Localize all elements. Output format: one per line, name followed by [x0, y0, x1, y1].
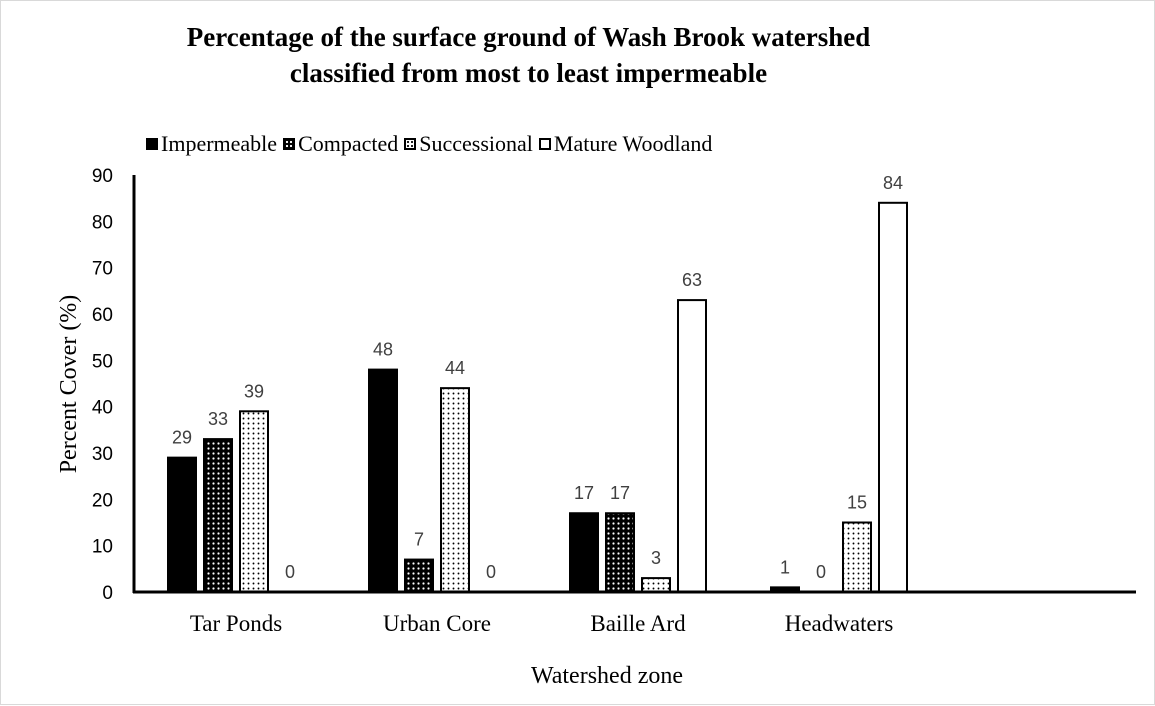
- legend-item-compacted: Compacted: [283, 131, 398, 157]
- y-tick-label-60: 60: [92, 305, 113, 326]
- legend-label-compacted: Compacted: [298, 131, 399, 156]
- legend-swatch-impermeable: [146, 138, 158, 150]
- data-label-urban-core-compacted: 7: [414, 530, 424, 550]
- y-tick-label-80: 80: [92, 212, 113, 233]
- y-tick-label-30: 30: [92, 444, 113, 465]
- data-label-baille-ard-compacted: 17: [610, 483, 630, 503]
- bar-baille-ard-successional: [641, 577, 671, 593]
- legend-item-mature-woodland: Mature Woodland: [538, 131, 713, 157]
- data-label-headwaters-successional: 15: [847, 493, 867, 513]
- bar-baille-ard-impermeable: [569, 512, 599, 594]
- bar-tar-ponds-compacted: [203, 438, 233, 593]
- y-tick-label-70: 70: [92, 259, 113, 280]
- legend-swatch-mature-woodland: [538, 138, 551, 150]
- y-axis-label: Percent Cover (%): [56, 295, 82, 474]
- bar-baille-ard-compacted: [605, 512, 635, 594]
- chart-title-line-1: Percentage of the surface ground of Wash…: [186, 22, 871, 52]
- bar-urban-core-impermeable: [368, 368, 398, 593]
- legend-item-successional: Successional: [404, 131, 533, 157]
- bar-baille-ard-mature-woodland: [677, 299, 707, 593]
- data-label-tar-ponds-impermeable: 29: [172, 428, 192, 448]
- data-label-urban-core-successional: 44: [445, 358, 465, 378]
- x-tick-label-tar-ponds: Tar Ponds: [190, 611, 282, 636]
- y-tick-label-0: 0: [102, 583, 113, 604]
- legend-swatch-compacted: [283, 138, 296, 150]
- bar-tar-ponds-impermeable: [167, 456, 197, 593]
- bar-headwaters-mature-woodland: [878, 201, 908, 594]
- y-tick-label-20: 20: [92, 490, 113, 511]
- chart-title: Percentage of the surface ground of Wash…: [1, 19, 1056, 91]
- chart-title-line-2: classified from most to least impermeabl…: [289, 58, 768, 88]
- x-tick-label-baille-ard: Baille Ard: [590, 611, 686, 636]
- legend-item-impermeable: Impermeable: [146, 131, 277, 157]
- data-label-urban-core-impermeable: 48: [373, 340, 393, 360]
- data-labels: 29 33 39 0 48 7 44 0 17 17 3 63 1 0 15 84: [172, 173, 903, 582]
- x-axis-ticks: Tar Ponds Urban Core Baille Ard Headwaters: [190, 611, 893, 636]
- legend-label-impermeable: Impermeable: [161, 131, 278, 156]
- chart-legend: Impermeable Compacted Successional Matur…: [146, 131, 718, 157]
- x-tick-label-urban-core: Urban Core: [383, 611, 491, 636]
- x-tick-label-headwaters: Headwaters: [785, 611, 894, 636]
- legend-label-mature-woodland: Mature Woodland: [553, 131, 713, 156]
- bar-urban-core-successional: [440, 387, 470, 593]
- data-label-baille-ard-mature-woodland: 63: [682, 270, 702, 290]
- y-tick-label-40: 40: [92, 398, 113, 419]
- data-label-baille-ard-impermeable: 17: [574, 483, 594, 503]
- data-label-baille-ard-successional: 3: [651, 548, 661, 568]
- data-label-tar-ponds-compacted: 33: [208, 409, 228, 429]
- x-axis-label: Watershed zone: [531, 663, 683, 689]
- data-label-headwaters-impermeable: 1: [780, 557, 790, 577]
- bars: [167, 201, 908, 594]
- data-label-urban-core-mature-woodland: 0: [486, 562, 496, 582]
- bar-tar-ponds-successional: [239, 410, 269, 593]
- legend-label-successional: Successional: [419, 131, 533, 156]
- data-label-headwaters-compacted: 0: [816, 562, 826, 582]
- y-tick-label-90: 90: [92, 166, 113, 187]
- bar-urban-core-compacted: [404, 558, 434, 593]
- bar-headwaters-successional: [842, 521, 872, 593]
- data-label-headwaters-mature-woodland: 84: [883, 173, 903, 193]
- data-label-tar-ponds-successional: 39: [244, 381, 264, 401]
- legend-swatch-successional: [404, 138, 417, 150]
- data-label-tar-ponds-mature-woodland: 0: [285, 562, 295, 582]
- y-axis-ticks: 0 10 20 30 40 50 60 70 80 90: [92, 166, 113, 604]
- y-tick-label-10: 10: [92, 537, 113, 558]
- y-tick-label-50: 50: [92, 351, 113, 372]
